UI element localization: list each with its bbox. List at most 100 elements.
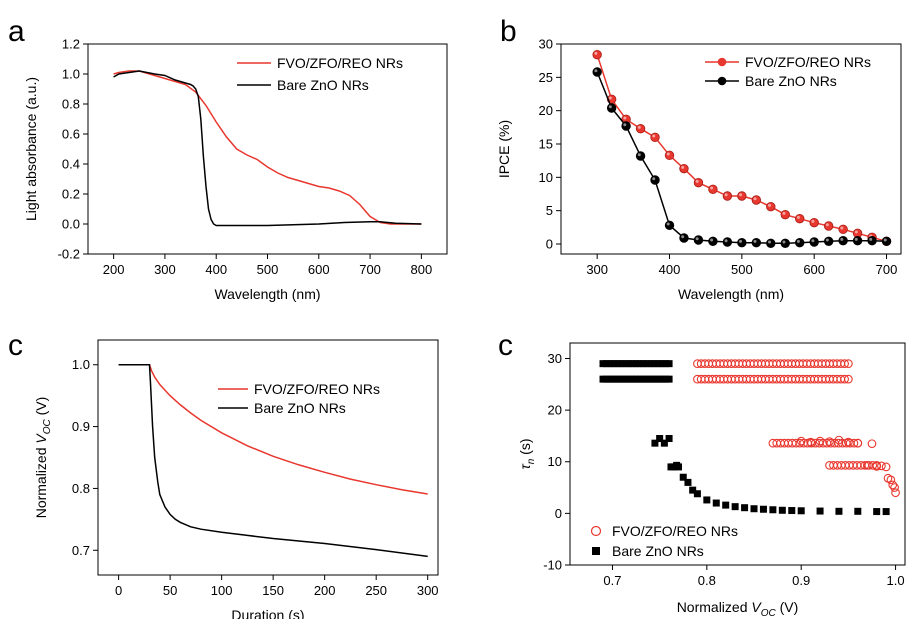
y-tick-label: 0.0 <box>62 217 80 232</box>
data-point-highlight <box>666 222 670 226</box>
data-point-highlight <box>594 69 598 73</box>
x-axis-title: Wavelength (nm) <box>678 286 784 302</box>
y-tick-label: 1.0 <box>62 67 80 82</box>
data-point <box>664 220 675 231</box>
data-point-highlight <box>695 237 699 241</box>
x-tick-label: 150 <box>262 583 284 598</box>
y-tick-label: 15 <box>539 137 553 152</box>
data-point <box>632 375 640 383</box>
data-point <box>890 483 899 492</box>
data-point <box>625 360 633 368</box>
data-point <box>741 504 749 512</box>
series-bare-zno: Bare ZnO NRs <box>592 67 892 249</box>
data-point <box>610 375 618 383</box>
data-point <box>628 360 636 368</box>
data-point <box>849 438 859 448</box>
legend-label: FVO/ZFO/REO NRs <box>745 54 871 70</box>
data-point-highlight <box>739 239 743 243</box>
y-tick-label: 0.8 <box>72 481 90 496</box>
data-point <box>891 488 900 498</box>
series-bare-zno: Bare ZnO NRs <box>592 360 890 559</box>
data-point <box>888 480 898 490</box>
data-point <box>750 505 758 513</box>
data-point <box>795 237 805 248</box>
data-point-highlight <box>782 211 786 215</box>
data-point-highlight <box>840 237 844 241</box>
data-point <box>788 507 796 515</box>
data-point <box>854 507 862 515</box>
data-point <box>617 375 625 383</box>
data-point-highlight <box>767 240 771 244</box>
data-point <box>693 490 701 498</box>
x-tick-label: 250 <box>365 583 387 598</box>
y-tick-label: 20 <box>539 103 553 118</box>
y-axis-title: Light absorbance (a.u.) <box>23 77 39 221</box>
data-point <box>643 360 651 368</box>
y-tick-label: 30 <box>539 37 553 52</box>
data-point <box>795 213 805 224</box>
data-point <box>632 360 640 368</box>
y-tick-label: 10 <box>548 454 562 469</box>
x-tick-label: 400 <box>205 262 227 277</box>
data-point <box>679 473 687 481</box>
data-point <box>844 437 853 447</box>
data-point-highlight <box>782 240 786 244</box>
data-point <box>806 437 815 447</box>
data-point-highlight <box>753 197 757 201</box>
y-tick-label: -10 <box>543 558 562 573</box>
data-point <box>636 360 644 368</box>
data-point <box>809 237 819 247</box>
data-point <box>882 508 890 516</box>
y-axis-title: τn (s) <box>517 438 537 469</box>
data-point <box>650 175 660 185</box>
data-point <box>751 237 762 248</box>
x-tick-label: 800 <box>411 262 433 277</box>
y-tick-label: 5 <box>546 203 553 218</box>
x-tick-label: 0.8 <box>698 573 716 588</box>
data-point <box>693 235 704 245</box>
x-axis-title: Normalized VOC (V) <box>677 599 799 619</box>
data-point-highlight <box>608 96 612 100</box>
y-tick-label: 0.2 <box>62 187 80 202</box>
legend-marker <box>717 76 727 86</box>
x-tick-label: 0.9 <box>792 573 810 588</box>
data-point <box>635 123 646 134</box>
x-tick-label: 300 <box>154 262 176 277</box>
data-point-highlight <box>796 239 800 243</box>
series-fvo-zfo-reo: FVO/ZFO/REO NRs <box>590 359 900 539</box>
data-point <box>816 507 824 515</box>
data-point <box>737 237 747 248</box>
legend-label: FVO/ZFO/REO NRs <box>254 381 380 397</box>
y-tick-label: 0 <box>555 506 562 521</box>
data-point <box>809 217 819 228</box>
data-point <box>867 235 877 246</box>
data-point <box>712 499 720 507</box>
data-point-highlight <box>854 237 858 241</box>
y-axis-title-sub: OC <box>42 418 53 434</box>
data-point <box>873 508 881 516</box>
series-fvo-zfo-reo: FVO/ZFO/REO NRs <box>118 363 428 495</box>
legend-label: FVO/ZFO/REO NRs <box>612 523 738 539</box>
data-point <box>823 221 834 231</box>
data-point-highlight <box>710 238 714 242</box>
plot-frame <box>560 43 902 255</box>
data-point <box>664 150 675 161</box>
data-point <box>614 375 622 383</box>
data-point <box>835 507 843 515</box>
data-point-highlight <box>739 193 743 197</box>
x-tick-label: 50 <box>163 583 177 598</box>
series-line <box>596 54 887 243</box>
series-fvo-zfo-reo: FVO/ZFO/REO NRs <box>113 55 422 225</box>
data-point <box>815 436 825 446</box>
y-tick-label: 0.8 <box>62 97 80 112</box>
data-point <box>658 375 666 383</box>
y-tick-label: 0.6 <box>62 127 80 142</box>
data-point-highlight <box>825 238 829 242</box>
data-point <box>679 233 689 243</box>
data-point <box>617 360 625 368</box>
y-tick-label: 25 <box>539 70 553 85</box>
plot-frame <box>569 342 906 566</box>
series-line <box>113 70 422 227</box>
x-axis-title: Duration (s) <box>231 607 304 619</box>
